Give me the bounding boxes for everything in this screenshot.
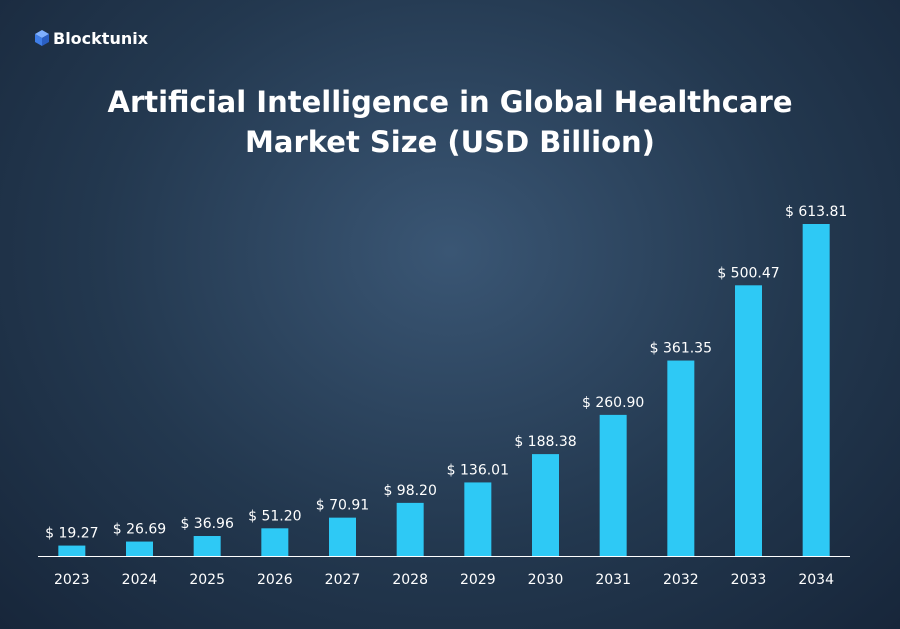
bar: [193, 536, 221, 556]
x-tick-label: 2034: [798, 572, 834, 588]
x-tick-label: 2030: [528, 572, 564, 588]
bar: [58, 545, 86, 556]
bar: [599, 414, 627, 556]
bar: [396, 502, 424, 556]
value-label: $ 361.35: [650, 341, 712, 357]
x-tick-label: 2025: [189, 572, 225, 588]
value-label: $ 500.47: [717, 265, 779, 281]
logo-icon: [35, 30, 49, 46]
bar: [735, 285, 762, 556]
x-tick-label: 2032: [663, 572, 699, 588]
chart-title: Artificial Intelligence in Global Health…: [107, 85, 793, 159]
bar: [464, 482, 492, 556]
x-tick-label: 2033: [731, 572, 767, 588]
bar: [261, 528, 289, 556]
value-label: $ 260.90: [582, 395, 644, 411]
value-label: $ 70.91: [316, 498, 369, 514]
x-tick-label: 2026: [257, 572, 293, 588]
x-tick-label: 2027: [325, 572, 361, 588]
x-tick-label: 2029: [460, 572, 496, 588]
value-label: $ 136.01: [447, 462, 509, 478]
value-label: $ 51.20: [248, 508, 301, 524]
bar: [532, 454, 559, 556]
bar: [667, 360, 695, 556]
x-tick-label: 2023: [54, 572, 90, 588]
bar: [329, 517, 356, 556]
brand: Blocktunix: [53, 29, 149, 48]
x-tick-label: 2024: [122, 572, 158, 588]
value-label: $ 19.27: [45, 526, 98, 542]
value-label: $ 98.20: [383, 483, 436, 499]
value-label: $ 188.38: [514, 434, 576, 450]
value-label: $ 36.96: [180, 516, 234, 532]
bar: [126, 541, 153, 556]
x-tick-label: 2028: [392, 572, 428, 588]
x-tick-label: 2031: [595, 572, 631, 588]
bar: [802, 224, 830, 556]
value-label: $ 613.81: [785, 204, 847, 220]
value-label: $ 26.69: [113, 522, 166, 538]
